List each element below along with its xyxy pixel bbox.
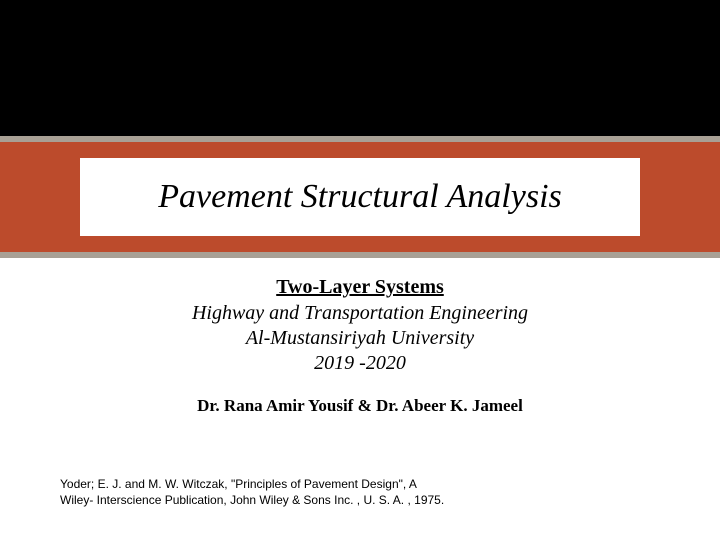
slide-title: Pavement Structural Analysis: [158, 178, 562, 216]
top-black-band: [0, 0, 720, 136]
content-block: Two-Layer Systems Highway and Transporta…: [0, 258, 720, 416]
subtitle: Two-Layer Systems: [60, 276, 660, 299]
title-box: Pavement Structural Analysis: [80, 158, 640, 236]
department-line: Highway and Transportation Engineering: [60, 301, 660, 326]
university-line: Al-Mustansiriyah University: [60, 326, 660, 351]
reference-citation: Yoder; E. J. and M. W. Witczak, "Princip…: [60, 476, 450, 508]
year-line: 2019 -2020: [60, 351, 660, 376]
title-band: Pavement Structural Analysis: [0, 142, 720, 252]
authors-line: Dr. Rana Amir Yousif & Dr. Abeer K. Jame…: [60, 396, 660, 416]
